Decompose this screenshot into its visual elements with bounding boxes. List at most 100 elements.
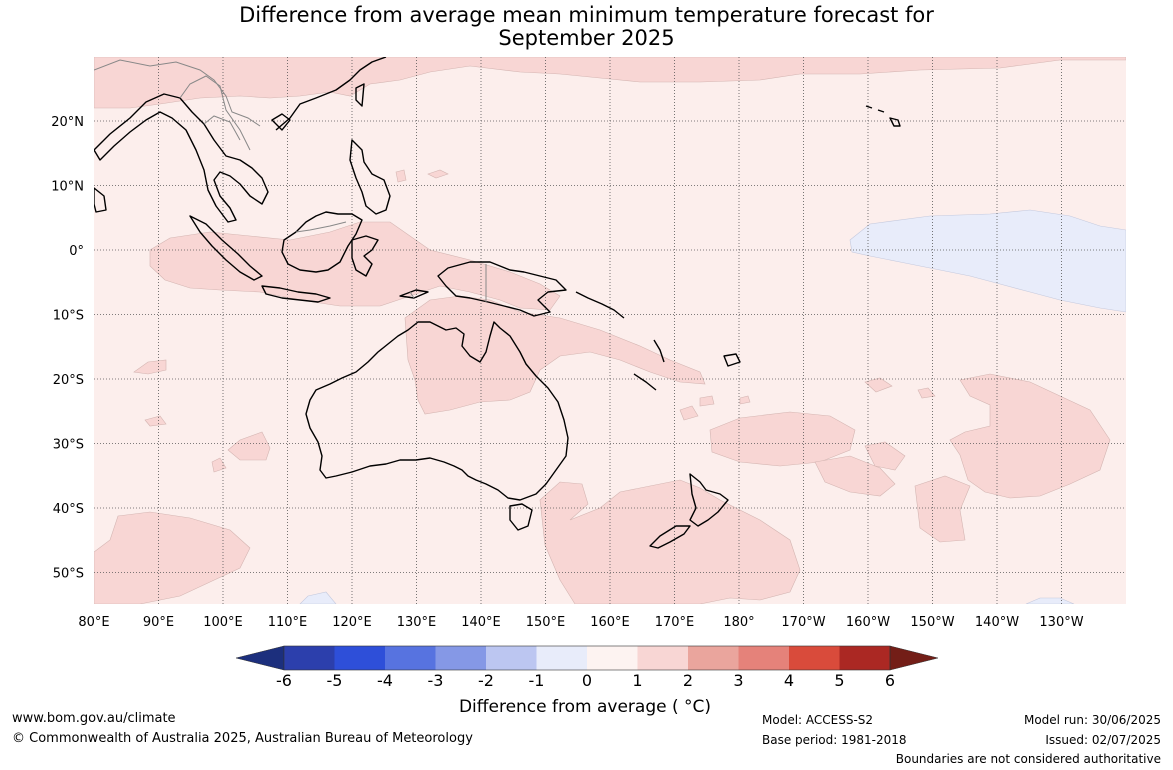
border-timor	[409, 291, 415, 299]
lat-tick-label: 20°S	[53, 373, 84, 388]
lon-tick-label: 150°E	[526, 615, 566, 630]
model-text: Model: ACCESS-S2	[762, 713, 874, 727]
lat-tick-label: 40°S	[53, 502, 84, 517]
colorbar-tick-label: -5	[327, 671, 343, 690]
coastlines	[94, 57, 901, 549]
new-guinea-coastline	[437, 261, 567, 317]
title-line-2: September 2025	[498, 26, 675, 50]
colorbar-tick-label: 2	[683, 671, 693, 690]
anomaly-patch-north-b	[395, 169, 407, 183]
colorbar-tick-label: -2	[478, 671, 494, 690]
sulawesi-coastline	[351, 235, 379, 277]
lat-tick-label: 0°	[69, 244, 84, 259]
lon-tick-label: 170°E	[655, 615, 695, 630]
lon-tick-label: 170°W	[781, 615, 825, 630]
colorbar-outline	[283, 645, 891, 671]
lat-tick-label: 20°N	[51, 115, 84, 130]
lat-tick-label: 50°S	[53, 567, 84, 582]
anomaly-patch-west-b	[133, 359, 167, 375]
china-coastline	[275, 57, 387, 131]
lon-tick-label: 160°E	[590, 615, 630, 630]
colorbar-swatch	[284, 646, 335, 670]
colorbar-tick-label: 4	[784, 671, 794, 690]
new-zealand-south-coastline	[649, 525, 691, 549]
colorbar-swatch	[637, 646, 689, 670]
colorbar-tick-label: 6	[885, 671, 895, 690]
lon-tick-label: 90°E	[143, 615, 174, 630]
lon-tick-label: 80°E	[78, 615, 109, 630]
country-borders	[94, 59, 487, 302]
fiji-coastline	[723, 353, 741, 367]
java-coastline	[261, 285, 331, 303]
base-period-text: Base period: 1981-2018	[762, 733, 907, 747]
lon-tick-label: 150°W	[910, 615, 954, 630]
colorbar-swatch	[435, 646, 487, 670]
border-asia-a	[94, 59, 261, 127]
title-line-1: Difference from average mean minimum tem…	[239, 3, 934, 27]
lon-tick-label: 180°	[723, 615, 754, 630]
anomaly-patch-north-a	[427, 169, 449, 179]
hawaii-coastline	[865, 105, 901, 127]
philippines-coastline	[349, 139, 391, 215]
lat-tick-label: 30°S	[53, 438, 84, 453]
anomaly-region-neg1-0	[299, 209, 1126, 604]
colorbar-swatch	[385, 646, 436, 670]
model-run-text: Model run: 30/06/2025	[1023, 713, 1161, 727]
colorbar-swatch	[587, 646, 638, 670]
anomaly-cool-equatorial-pacific	[849, 209, 1126, 313]
border-asia-c	[203, 115, 241, 141]
new-caledonia-coastline	[633, 373, 657, 391]
lon-tick-label: 130°W	[1039, 615, 1083, 630]
anomaly-patch-west-d	[211, 457, 227, 473]
hainan-coastline	[271, 113, 291, 131]
lat-tick-label: 10°S	[53, 309, 84, 324]
anomaly-patch-east-small-d	[699, 395, 715, 407]
anomaly-patch-west-a	[227, 431, 271, 461]
taiwan-coastline	[355, 83, 365, 107]
anomaly-patch-west-c	[144, 415, 167, 427]
colorbar-swatch	[839, 646, 891, 670]
lon-tick-label: 100°E	[203, 615, 243, 630]
solomon-islands-coastline	[575, 291, 625, 319]
colorbar-tick-label: 1	[632, 671, 642, 690]
anomaly-cool-south-b	[1025, 597, 1075, 604]
colorbar-swatch	[738, 646, 790, 670]
lon-tick-label: 130°E	[397, 615, 437, 630]
colorbar-tick-label: -6	[276, 671, 292, 690]
tasmania-coastline	[509, 503, 533, 531]
lon-tick-label: 110°E	[268, 615, 308, 630]
lon-tick-label: 140°W	[975, 615, 1019, 630]
issued-text: Issued: 02/07/2025	[1045, 733, 1161, 747]
colorbar-swatch	[688, 646, 739, 670]
sri-lanka-coastline	[94, 187, 107, 213]
colorbar-tick-label: -3	[428, 671, 444, 690]
timor-coastline	[399, 289, 429, 299]
mainland-asia-coastline	[94, 93, 269, 223]
anomaly-southwest	[94, 511, 251, 604]
copyright-text: © Commonwealth of Australia 2025, Austra…	[12, 731, 473, 746]
borneo-coastline	[281, 211, 363, 273]
lat-tick-label: 10°N	[51, 180, 84, 195]
new-zealand-north-coastline	[689, 473, 729, 527]
colorbar: -6 -5 -4 -3 -2 -1 0 1 2 3 4 5 6	[235, 645, 939, 690]
lon-tick-label: 120°E	[332, 615, 372, 630]
colorbar-swatch	[536, 646, 588, 670]
border-borneo	[295, 221, 347, 233]
colorbar-tick-label: 3	[733, 671, 743, 690]
colorbar-extend-low	[235, 645, 285, 671]
lon-tick-label: 140°E	[461, 615, 501, 630]
lon-tick-label: 160°W	[846, 615, 890, 630]
website-text: www.bom.gov.au/climate	[12, 711, 176, 726]
colorbar-swatch	[486, 646, 537, 670]
australia-coastline	[305, 321, 569, 501]
sumatra-coastline	[189, 215, 263, 281]
colorbar-swatch	[789, 646, 840, 670]
anomaly-patch-east-small-e	[739, 395, 751, 405]
colorbar-tick-label: 0	[582, 671, 592, 690]
anomaly-south-pacific-a	[709, 411, 856, 467]
border-asia-b	[179, 75, 251, 151]
colorbar-tick-label: -1	[529, 671, 545, 690]
colorbar-tick-label: -4	[377, 671, 393, 690]
anomaly-patch-east-small-b	[917, 387, 936, 399]
